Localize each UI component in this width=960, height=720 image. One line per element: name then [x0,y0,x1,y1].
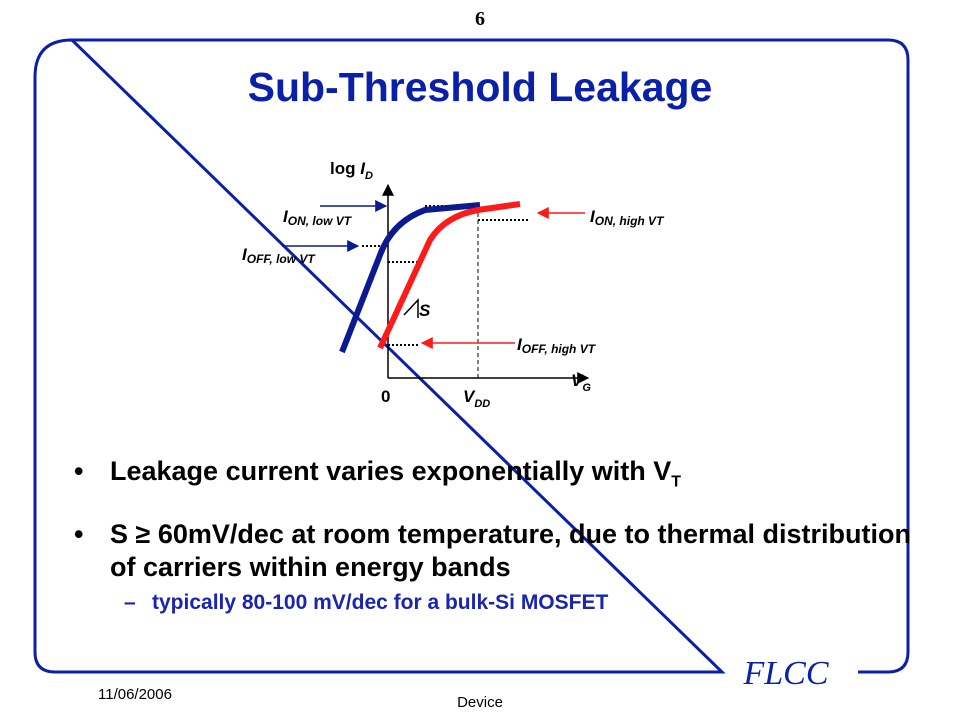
ion-low-label: ION, low VT [283,207,353,228]
bullet-dot: • [74,456,84,486]
sub-bullet-dash: – [124,591,136,615]
footer-date: 11/06/2006 [98,686,172,703]
x-axis-label: VG [571,371,591,394]
bullet-leakage: • Leakage current varies exponentially w… [74,456,681,491]
ioff-high-label: IOFF, high VT [517,335,597,356]
low-vt-curve [339,202,481,354]
sub-bullet: – typically 80-100 mV/dec for a bulk-Si … [124,591,609,615]
page-number: 6 [475,8,485,30]
high-vt-curve [377,201,521,350]
ioff-low-label: IOFF, low VT [242,245,316,266]
bullet-slope: • S ≥ 60mV/dec at room temperature, due … [74,519,911,583]
slide-title: Sub-Threshold Leakage [247,64,713,110]
bullet-dot: • [74,519,84,550]
footer-center: Device [457,694,503,711]
ion-high-label: ION, high VT [590,207,665,228]
y-axis-label: log ID [330,159,373,182]
flcc-logo: FLCC [743,655,829,692]
origin-label: 0 [381,387,390,406]
vdd-label: VDD [463,387,490,410]
slope-label: S [419,301,431,320]
slope-marker [403,298,419,318]
bullet-list: • Leakage current varies exponentially w… [68,455,928,616]
